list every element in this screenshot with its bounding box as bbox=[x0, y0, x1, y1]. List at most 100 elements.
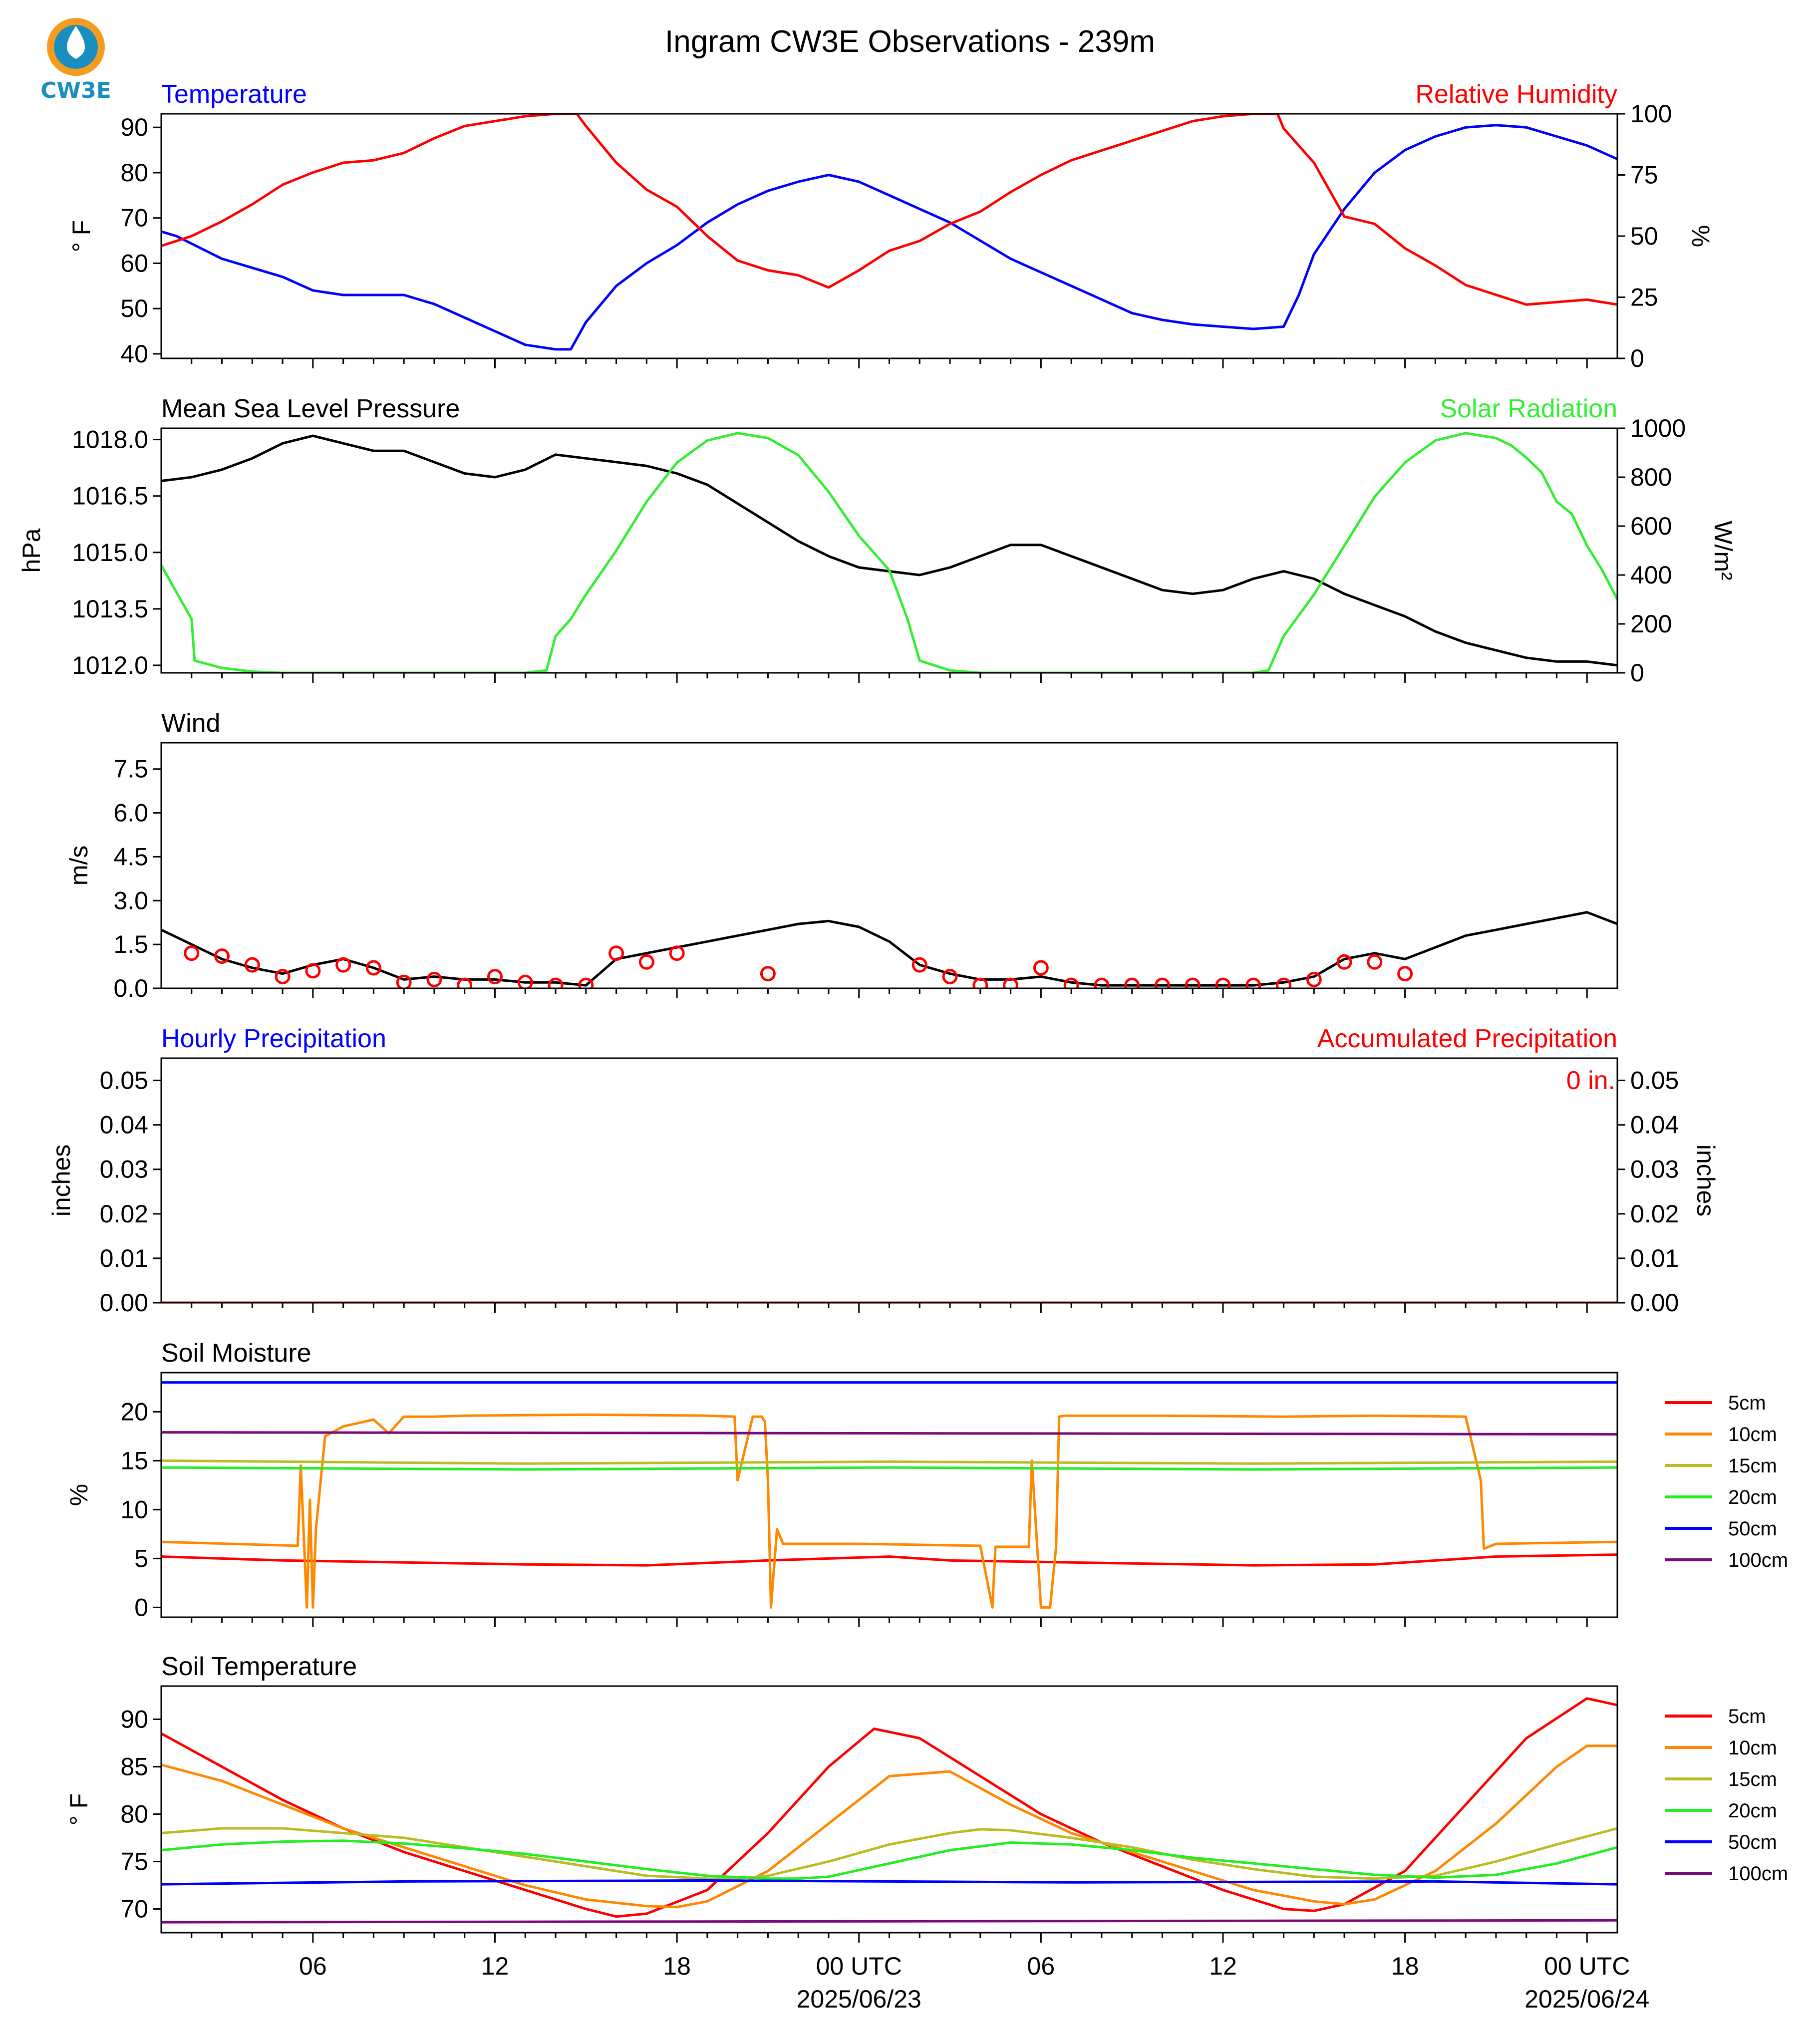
wind-barb-marker bbox=[638, 954, 654, 970]
panel-frame bbox=[160, 1372, 1618, 1618]
y-axis-label-right: W/m² bbox=[1709, 521, 1737, 580]
panel-title-left: Wind bbox=[161, 709, 220, 738]
plot-area bbox=[161, 114, 1617, 351]
panel-frame bbox=[160, 113, 1618, 359]
series-line-20cm bbox=[161, 1466, 1617, 1471]
legend: 5cm 10cm 15cm 20cm 50cm 100cm bbox=[1665, 1392, 1788, 1571]
series-line-10cm bbox=[161, 1413, 1617, 1609]
series-line-100cm bbox=[161, 1431, 1617, 1436]
wind-barb-marker bbox=[608, 945, 624, 961]
wind-barb-marker bbox=[457, 977, 473, 988]
y-tick-label-left: 10 bbox=[120, 1495, 148, 1523]
wind-barb-marker bbox=[1033, 960, 1049, 976]
wind-barb-marker bbox=[1094, 977, 1110, 988]
y-tick-label-left: 80 bbox=[120, 159, 148, 187]
y-tick-label-left: 50 bbox=[120, 294, 148, 322]
y-axis-label-left: inches bbox=[47, 1145, 75, 1217]
panel-soil_moisture: Soil Moisture 20 15 10 5 0% 5cm 10cm 15cm 20cm 50c… bbox=[65, 1339, 1788, 1627]
panel-frame bbox=[160, 742, 1618, 989]
y-tick-label-right: 400 bbox=[1630, 561, 1672, 589]
panel-frame bbox=[160, 1685, 1618, 1934]
wind-barb-marker bbox=[487, 969, 503, 985]
y-axis-label-left: m/s bbox=[65, 846, 93, 886]
legend-label: 15cm bbox=[1728, 1455, 1777, 1477]
wind-barb-marker bbox=[942, 969, 958, 985]
y-tick-label-right: 0 bbox=[1630, 344, 1644, 372]
y-tick-label-left: 0 bbox=[134, 1593, 148, 1621]
x-date-label: 2025/06/24 bbox=[1524, 1985, 1649, 2013]
y-tick-label-left: 40 bbox=[120, 340, 148, 368]
x-tick-label: 12 bbox=[1209, 1952, 1237, 1980]
x-tick-label: 18 bbox=[663, 1952, 691, 1980]
y-tick-label-left: 60 bbox=[120, 249, 148, 277]
plot-area bbox=[161, 432, 1617, 673]
series-line-solar-radiation bbox=[161, 432, 1617, 673]
y-tick-label-left: 15 bbox=[120, 1447, 148, 1474]
wind-barb-marker bbox=[335, 957, 351, 973]
series-line-5cm bbox=[161, 1553, 1617, 1567]
y-tick-label-left: 80 bbox=[120, 1800, 148, 1828]
y-tick-label-left: 0.05 bbox=[100, 1067, 148, 1095]
panel-title-left: Hourly Precipitation bbox=[161, 1024, 386, 1053]
y-axis-label-left: ° F bbox=[67, 220, 95, 252]
panels: Temperature Relative Humidity908070605040… bbox=[17, 80, 1788, 1943]
wind-barb-marker bbox=[760, 966, 776, 982]
y-axis-label-right: % bbox=[1687, 225, 1715, 247]
y-tick-label-left: 0.01 bbox=[100, 1244, 148, 1272]
plot-area bbox=[161, 911, 1617, 988]
y-axis-label-left: hPa bbox=[17, 528, 45, 573]
y-tick-label-left: 90 bbox=[120, 1706, 148, 1734]
x-tick-label: 18 bbox=[1391, 1952, 1419, 1980]
legend-label: 15cm bbox=[1728, 1768, 1777, 1790]
y-tick-label-left: 75 bbox=[120, 1848, 148, 1876]
y-tick-label-right: 600 bbox=[1630, 512, 1672, 540]
x-tick-label: 06 bbox=[299, 1952, 327, 1980]
y-tick-label-right: 0.03 bbox=[1630, 1156, 1679, 1183]
x-tick-label: 12 bbox=[481, 1952, 509, 1980]
panel-frame bbox=[160, 427, 1618, 674]
wind-barb-marker bbox=[911, 957, 927, 973]
y-tick-label-left: 1012.0 bbox=[72, 651, 148, 679]
legend-label: 50cm bbox=[1728, 1518, 1777, 1540]
y-tick-label-left: 85 bbox=[120, 1753, 148, 1781]
series-line-15cm bbox=[161, 1459, 1617, 1465]
panel-title-right: Accumulated Precipitation bbox=[1317, 1024, 1617, 1053]
plot-area bbox=[161, 1381, 1617, 1609]
y-tick-label-right: 0.01 bbox=[1630, 1244, 1679, 1272]
wind-barb-marker bbox=[1215, 977, 1231, 988]
wind-barb-marker bbox=[365, 960, 381, 976]
wind-barb-marker bbox=[1003, 977, 1019, 988]
panel-wind: Wind 7.5 6.0 4.5 3.0 1.5 0.0 m/s bbox=[65, 709, 1618, 1002]
y-tick-label-right: 0.02 bbox=[1630, 1200, 1679, 1228]
accumulated-annotation: 0 in. bbox=[1566, 1066, 1615, 1095]
x-date-label: 2025/06/23 bbox=[797, 1985, 921, 2013]
wind-barb-marker bbox=[1063, 977, 1079, 988]
wind-barb-marker bbox=[1306, 971, 1322, 987]
panel-temperature_rh: Temperature Relative Humidity 90 80 70 60 50 40… bbox=[67, 80, 1715, 372]
y-axis-label-left: ° F bbox=[65, 1793, 93, 1825]
y-tick-label-left: 0.02 bbox=[100, 1200, 148, 1228]
legend-label: 20cm bbox=[1728, 1800, 1777, 1822]
x-tick-label: 00 UTC bbox=[816, 1952, 902, 1980]
series-line-relative-humidity bbox=[161, 114, 1617, 306]
y-tick-label-right: 50 bbox=[1630, 222, 1658, 250]
legend-label: 5cm bbox=[1728, 1706, 1766, 1728]
panel-title-right: Relative Humidity bbox=[1415, 80, 1617, 109]
legend-label: 5cm bbox=[1728, 1392, 1766, 1414]
x-tick-label: 06 bbox=[1027, 1952, 1055, 1980]
y-tick-label-left: 0.0 bbox=[113, 974, 148, 1002]
panel-soil_temperature: Soil Temperature 90 85 80 75 70 ° F 5cm 10cm 15cm… bbox=[65, 1652, 1788, 1943]
cw3e-logo: CW3E bbox=[40, 18, 111, 103]
y-tick-label-left: 4.5 bbox=[113, 843, 148, 870]
wind-barb-marker bbox=[517, 974, 533, 988]
legend-label: 10cm bbox=[1728, 1737, 1777, 1759]
wind-barb-marker bbox=[1336, 954, 1352, 970]
logo-text: CW3E bbox=[40, 78, 111, 103]
figure-title: Ingram CW3E Observations - 239m bbox=[665, 24, 1155, 59]
y-tick-label-right: 800 bbox=[1630, 463, 1672, 491]
series-line-wind bbox=[161, 911, 1617, 987]
plot-area bbox=[161, 1697, 1617, 1924]
series-line-15cm bbox=[161, 1827, 1617, 1880]
panel-frame bbox=[160, 1057, 1618, 1304]
